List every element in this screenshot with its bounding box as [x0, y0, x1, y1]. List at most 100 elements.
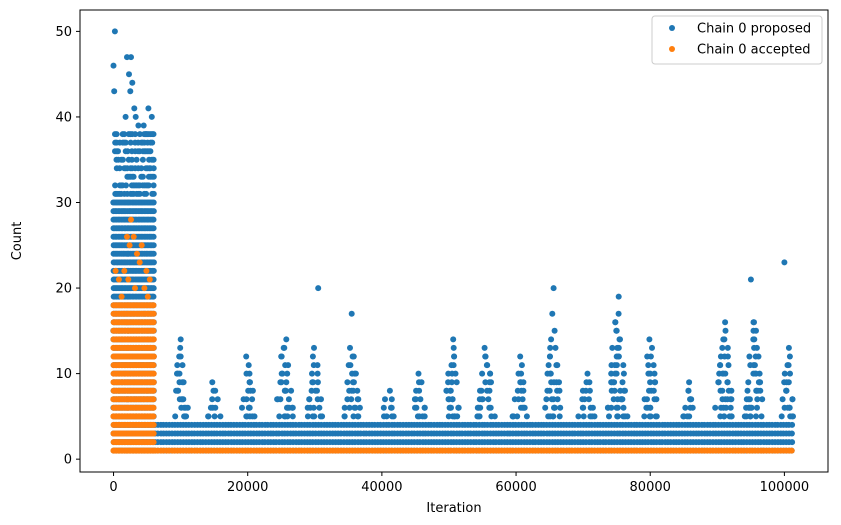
proposed-point — [149, 139, 156, 146]
proposed-point — [388, 396, 395, 403]
accepted-point — [150, 310, 157, 317]
proposed-point — [609, 344, 616, 351]
proposed-point — [608, 379, 615, 386]
proposed-point — [310, 362, 317, 369]
proposed-point — [285, 396, 292, 403]
proposed-point — [209, 396, 216, 403]
proposed-point — [785, 344, 792, 351]
proposed-point — [647, 413, 654, 420]
proposed-point — [127, 139, 134, 146]
proposed-point — [112, 182, 119, 189]
proposed-point — [122, 113, 129, 120]
proposed-point — [214, 396, 221, 403]
proposed-point — [486, 404, 493, 411]
accepted-point — [150, 336, 157, 343]
proposed-point — [743, 413, 750, 420]
proposed-point — [180, 379, 187, 386]
accepted-point — [150, 370, 157, 377]
proposed-point — [789, 439, 796, 446]
accepted-point — [150, 396, 157, 403]
accepted-point — [125, 276, 132, 283]
proposed-point — [789, 421, 796, 428]
proposed-point — [650, 387, 657, 394]
proposed-point — [345, 362, 352, 369]
proposed-point — [589, 413, 596, 420]
proposed-point — [279, 370, 286, 377]
proposed-point — [289, 404, 296, 411]
proposed-point — [390, 413, 397, 420]
proposed-point — [754, 404, 760, 411]
proposed-point — [720, 404, 727, 411]
legend-label-proposed: Chain 0 proposed — [697, 22, 811, 37]
proposed-point — [304, 404, 311, 411]
proposed-point — [278, 379, 285, 386]
proposed-point — [212, 404, 219, 411]
proposed-point — [309, 353, 316, 360]
proposed-point — [354, 396, 361, 403]
proposed-point — [217, 413, 224, 420]
proposed-point — [249, 396, 256, 403]
proposed-point — [448, 362, 455, 369]
proposed-point — [747, 276, 754, 283]
proposed-point — [479, 396, 486, 403]
proposed-point — [652, 379, 659, 386]
proposed-point — [150, 259, 157, 266]
plot-area — [79, 9, 829, 473]
proposed-point — [346, 404, 353, 411]
proposed-point — [783, 379, 790, 386]
proposed-point — [786, 353, 793, 360]
proposed-point — [278, 353, 285, 360]
proposed-point — [150, 131, 157, 138]
proposed-point — [111, 88, 118, 95]
legend-marker-accepted — [669, 46, 675, 52]
proposed-point — [177, 344, 184, 351]
proposed-point — [150, 216, 157, 223]
proposed-point — [143, 190, 150, 197]
proposed-point — [283, 379, 290, 386]
proposed-point — [552, 344, 559, 351]
proposed-point — [132, 113, 139, 120]
accepted-point — [150, 439, 157, 446]
proposed-point — [281, 344, 288, 351]
proposed-point — [126, 71, 132, 78]
proposed-point — [314, 379, 321, 386]
proposed-point — [745, 396, 752, 403]
proposed-point — [548, 336, 555, 343]
proposed-point — [115, 148, 121, 155]
proposed-point — [181, 413, 188, 420]
proposed-point — [781, 259, 788, 266]
proposed-point — [184, 404, 191, 411]
proposed-point — [246, 404, 253, 411]
proposed-point — [116, 165, 123, 172]
proposed-point — [346, 387, 353, 394]
proposed-point — [752, 353, 759, 360]
proposed-point — [757, 387, 764, 394]
proposed-point — [649, 344, 655, 351]
accepted-point — [144, 293, 151, 300]
proposed-point — [645, 362, 652, 369]
proposed-point — [212, 387, 219, 394]
proposed-point — [138, 165, 145, 172]
proposed-point — [288, 387, 295, 394]
proposed-point — [787, 370, 793, 377]
proposed-point — [685, 387, 692, 394]
proposed-point — [720, 370, 727, 377]
proposed-point — [612, 319, 619, 326]
accepted-point — [150, 404, 157, 411]
y-tick-label: 40 — [55, 110, 72, 125]
proposed-point — [686, 379, 693, 386]
proposed-point — [727, 404, 734, 411]
proposed-point — [608, 404, 615, 411]
accepted-point — [150, 430, 157, 437]
proposed-point — [139, 156, 146, 163]
proposed-point — [445, 413, 452, 420]
accepted-point — [121, 267, 128, 274]
proposed-point — [451, 353, 458, 360]
proposed-point — [150, 173, 157, 180]
proposed-point — [781, 404, 788, 411]
proposed-point — [483, 362, 490, 369]
proposed-point — [350, 413, 357, 420]
proposed-point — [449, 396, 456, 403]
proposed-point — [150, 250, 157, 257]
proposed-point — [548, 396, 555, 403]
